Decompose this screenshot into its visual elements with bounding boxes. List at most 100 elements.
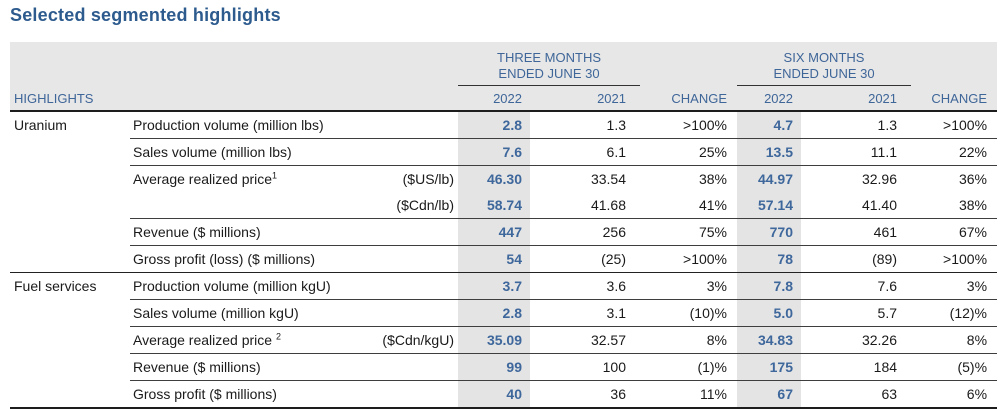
- metric-label-group: Average realized price 2: [133, 332, 281, 348]
- value-cell: 3.1: [530, 299, 640, 327]
- metric-cell: Sales volume (million lbs): [130, 138, 458, 166]
- table-row: ($Cdn/lb) 58.74 41.68 41% 57.14 41.40 38%: [10, 192, 997, 219]
- segment-cell: [10, 219, 130, 246]
- value-cell: 13.5: [737, 138, 801, 166]
- footnote-marker: 1: [272, 170, 278, 181]
- highlights-label: HIGHLIGHTS: [10, 86, 458, 112]
- value-cell: 35.09: [458, 326, 530, 354]
- value-cell: 40: [458, 380, 530, 408]
- metric-label: Average realized price: [133, 171, 273, 187]
- metric-label-group: Revenue ($ millions): [133, 224, 261, 240]
- segment-cell: [10, 139, 130, 166]
- table-row: Gross profit (loss) ($ millions) 54 (25) >1…: [10, 245, 998, 273]
- period-line2: ENDED JUNE 30: [773, 66, 875, 81]
- value-cell: >100%: [943, 117, 988, 133]
- value-cell: 8%: [911, 326, 998, 354]
- metric-cell: Average realized price 2 ($Cdn/kgU): [130, 326, 458, 354]
- value-cell: 11%: [640, 380, 737, 408]
- metric-label-group: Sales volume (million kgU): [133, 305, 299, 321]
- unit-label: ($US/lb): [402, 171, 454, 187]
- value-cell: 99: [458, 353, 530, 381]
- value-cell: 75%: [640, 218, 737, 246]
- segment-cell: [10, 300, 130, 327]
- metric-label-group: Production volume (million lbs): [133, 117, 324, 133]
- value-cell: 461: [801, 218, 912, 246]
- metric-label-group: Average realized price1: [133, 171, 277, 187]
- value-cell: 33.54: [530, 165, 640, 192]
- segment-cell: [10, 166, 130, 193]
- header-spacer: [640, 42, 737, 86]
- value-cell: (89): [801, 245, 912, 273]
- segment-cell: [10, 246, 130, 273]
- value-cell: (10)%: [640, 299, 737, 327]
- value-cell: 3.7: [458, 272, 530, 300]
- year-header-row: HIGHLIGHTS 2022 2021 CHANGE 2022 2021 CH…: [10, 86, 998, 112]
- metric-cell: Gross profit (loss) ($ millions): [130, 245, 458, 273]
- table-row: Uranium Production volume (million lbs) 2.…: [10, 111, 997, 139]
- metric-label-group: Sales volume (million lbs): [133, 144, 292, 160]
- value-cell: 447: [458, 218, 530, 246]
- metric-label: Production volume (million lbs): [133, 117, 324, 133]
- metric-label: Revenue ($ millions): [133, 224, 261, 240]
- period-line1: SIX MONTHS: [783, 50, 865, 65]
- value-cell: 25%: [640, 138, 737, 166]
- col-header-change: CHANGE: [640, 86, 737, 112]
- value-cell: 22%: [911, 138, 998, 166]
- table-row: Average realized price1 ($US/lb) 46.30 33.5…: [10, 165, 998, 193]
- metric-label: Average realized price: [133, 332, 276, 348]
- table-body: Uranium Production volume (million lbs) 2.…: [10, 111, 998, 408]
- table-row: Gross profit ($ millions) 40 36 11% 67 63 6%: [10, 380, 998, 408]
- value-cell: 11.1: [801, 138, 912, 166]
- value-cell: 36: [530, 380, 640, 408]
- value-cell: 5.0: [737, 299, 801, 327]
- value-cell: >100%: [640, 245, 737, 273]
- value-cell: 175: [737, 353, 801, 381]
- period-line2: ENDED JUNE 30: [498, 66, 600, 81]
- footnote-marker: 2: [275, 331, 281, 342]
- value-cell: 1.3: [877, 117, 898, 133]
- col-header-2022: 2022: [737, 86, 801, 112]
- value-cell: 6%: [911, 380, 998, 408]
- value-cell: 7.6: [801, 272, 912, 300]
- table-row: Average realized price 2 ($Cdn/kgU) 35.09 3…: [10, 326, 998, 354]
- value-cell: 7.6: [458, 138, 530, 166]
- metric-cell: Sales volume (million kgU): [130, 299, 458, 327]
- value-cell: (1)%: [640, 353, 737, 381]
- unit-label: ($Cdn/lb): [396, 197, 454, 213]
- col-header-change: CHANGE: [911, 86, 998, 112]
- value-cell: 46.30: [458, 165, 530, 192]
- period-header-row: THREE MONTHS ENDED JUNE 30 SIX MONTHS EN…: [10, 42, 998, 86]
- segmented-highlights-table: THREE MONTHS ENDED JUNE 30 SIX MONTHS EN…: [10, 42, 998, 409]
- value-cell: 34.83: [737, 326, 801, 354]
- segment-cell: Uranium: [14, 117, 67, 134]
- value-cell: 8%: [640, 326, 737, 354]
- value-cell: 67%: [911, 218, 998, 246]
- metric-cell: Average realized price1 ($US/lb): [130, 165, 458, 192]
- value-cell: 32.96: [801, 165, 912, 192]
- metric-label: Sales volume (million lbs): [133, 144, 292, 160]
- metric-cell: ($Cdn/lb): [130, 192, 458, 219]
- value-cell: 2.8: [458, 111, 530, 139]
- metric-cell: Gross profit ($ millions): [130, 380, 458, 408]
- segment-cell: [10, 192, 130, 219]
- value-cell: 54: [458, 245, 530, 273]
- value-cell: (25): [530, 245, 640, 273]
- value-cell: >100%: [683, 117, 727, 133]
- table-row: Revenue ($ millions) 99 100 (1)% 175 184 (5)%: [10, 353, 998, 381]
- value-cell: 41%: [698, 197, 727, 213]
- value-cell: 1.3: [606, 117, 626, 133]
- page-title: Selected segmented highlights: [10, 5, 281, 25]
- table-row: Sales volume (million lbs) 7.6 6.1 25% 13.5 1…: [10, 138, 998, 166]
- metric-label-group: Gross profit (loss) ($ millions): [133, 251, 315, 267]
- value-cell: 770: [737, 218, 801, 246]
- table-header: THREE MONTHS ENDED JUNE 30 SIX MONTHS EN…: [10, 42, 998, 112]
- segment-cell: [10, 327, 130, 354]
- value-cell: 32.57: [530, 326, 640, 354]
- metric-label-group: Production volume (million kgU): [133, 278, 331, 294]
- value-cell: 3%: [640, 272, 737, 300]
- period-line1: THREE MONTHS: [497, 50, 601, 65]
- table-row: Sales volume (million kgU) 2.8 3.1 (10)% 5.0…: [10, 299, 998, 327]
- col-header-2022: 2022: [458, 86, 530, 112]
- col-header-2021: 2021: [801, 86, 912, 112]
- value-cell: 38%: [640, 165, 737, 192]
